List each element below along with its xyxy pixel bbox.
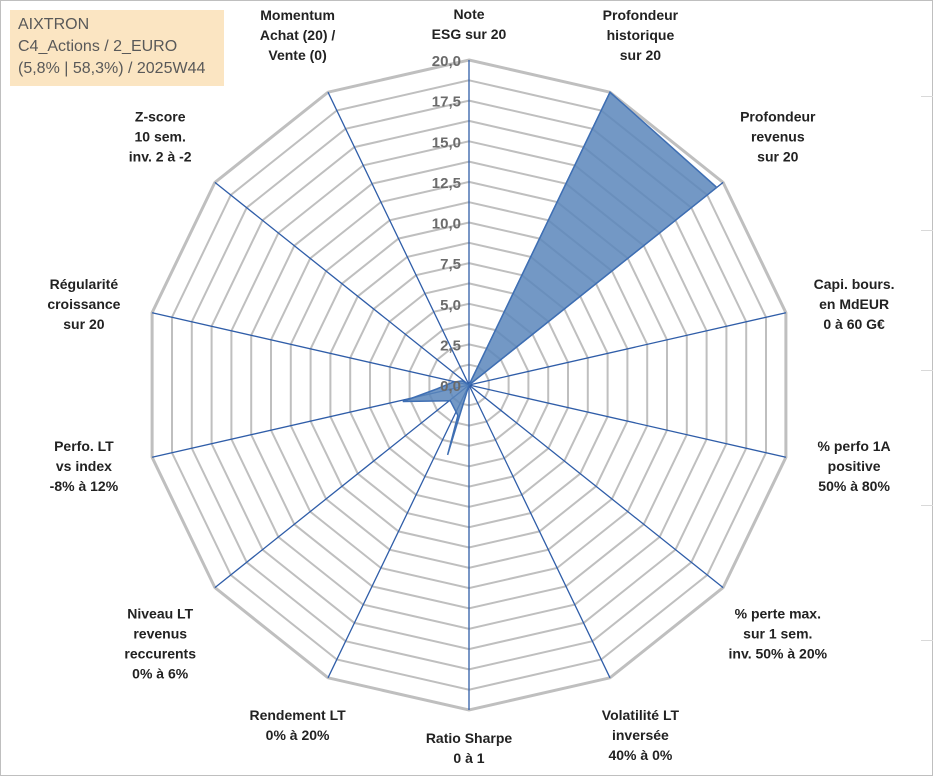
axis-label-line: en MdEUR bbox=[819, 296, 889, 312]
tick-label: 10,0 bbox=[432, 216, 461, 233]
axis-label-line: reccurents bbox=[124, 646, 196, 662]
chart-title-box: AIXTRON C4_Actions / 2_EURO (5,8% | 58,3… bbox=[10, 10, 224, 86]
axis-label: Capi. bours. en MdEUR 0 à 60 G€ bbox=[814, 276, 895, 332]
tick-label: 0,0 bbox=[440, 378, 461, 395]
axis-label-line: croissance bbox=[47, 296, 120, 312]
axis-spoke bbox=[468, 384, 611, 679]
title-line-3: (5,8% | 58,3%) / 2025W44 bbox=[18, 60, 206, 77]
right-edge-rule bbox=[921, 505, 933, 506]
axis-label-line: 0 à 60 G€ bbox=[823, 316, 885, 332]
axis-label: Perfo. LT vs index -8% à 12% bbox=[50, 438, 119, 494]
axis-label-line: sur 20 bbox=[620, 47, 661, 63]
axis-label: Momentum Achat (20) / Vente (0) bbox=[260, 7, 336, 63]
axis-label-line: Note bbox=[453, 6, 484, 22]
axis-label-line: sur 20 bbox=[63, 316, 104, 332]
axis-label-line: ESG sur 20 bbox=[432, 26, 507, 42]
axis-label: Profondeur historique sur 20 bbox=[603, 7, 679, 63]
label-layer: Note ESG sur 20 Profondeur historique sur 20… bbox=[47, 6, 894, 766]
axis-label-line: 0% à 6% bbox=[132, 666, 189, 682]
axis-label-line: Profondeur bbox=[603, 7, 679, 23]
axis-label: Profondeur revenus sur 20 bbox=[740, 108, 816, 164]
axis-label-line: 50% à 80% bbox=[818, 478, 890, 494]
axis-label-line: Vente (0) bbox=[268, 47, 326, 63]
axis-label-line: Profondeur bbox=[740, 108, 816, 124]
tick-label: 15,0 bbox=[432, 134, 461, 151]
axis-label: % perfo 1A positive 50% à 80% bbox=[818, 438, 891, 494]
tick-label: 7,5 bbox=[440, 256, 461, 273]
axis-label-line: historique bbox=[607, 27, 675, 43]
axis-label: Note ESG sur 20 bbox=[432, 6, 507, 42]
axis-label-line: 40% à 0% bbox=[608, 747, 672, 763]
axis-label: Z-score 10 sem. inv. 2 à -2 bbox=[129, 108, 192, 164]
axis-label: Niveau LT revenus reccurents 0% à 6% bbox=[124, 606, 196, 682]
axis-label-line: % perte max. bbox=[735, 606, 821, 622]
axis-label: Régularité croissance sur 20 bbox=[47, 276, 120, 332]
axis-label-line: revenus bbox=[751, 128, 805, 144]
axis-label-line: revenus bbox=[133, 626, 187, 642]
title-line-1: AIXTRON bbox=[18, 16, 90, 33]
axis-label-line: vs index bbox=[56, 458, 112, 474]
axis-label-line: Z-score bbox=[135, 108, 186, 124]
axis-label: Volatilité LT inversée 40% à 0% bbox=[602, 707, 680, 763]
right-edge-rule bbox=[921, 640, 933, 641]
tick-label: 20,0 bbox=[432, 53, 461, 70]
tick-layer: 0,0 2,5 5,0 7,5 10,0 12,5 15,0 17,5 20,0 bbox=[432, 53, 461, 395]
axis-spoke bbox=[214, 181, 470, 386]
axis-label-line: Rendement LT bbox=[249, 707, 346, 723]
tick-label: 17,5 bbox=[432, 94, 461, 111]
axis-label-line: Régularité bbox=[50, 276, 119, 292]
axis-label-line: positive bbox=[828, 458, 881, 474]
axis-label-line: inv. 50% à 20% bbox=[729, 646, 828, 662]
axis-label-line: 10 sem. bbox=[135, 128, 186, 144]
series-layer bbox=[402, 90, 718, 456]
axis-label: Ratio Sharpe 0 à 1 bbox=[426, 730, 513, 766]
axis-label-line: 0 à 1 bbox=[453, 750, 484, 766]
title-line-2: C4_Actions / 2_EURO bbox=[18, 38, 178, 55]
axis-label-line: Capi. bours. bbox=[814, 276, 895, 292]
series-polygon bbox=[402, 90, 718, 456]
right-edge-rule bbox=[921, 370, 933, 371]
axis-spoke bbox=[214, 384, 470, 589]
axis-label-line: Volatilité LT bbox=[602, 707, 680, 723]
axis-label-line: sur 20 bbox=[757, 148, 798, 164]
axis-label-line: Perfo. LT bbox=[54, 438, 114, 454]
axis-label-line: Ratio Sharpe bbox=[426, 730, 513, 746]
axis-spoke bbox=[468, 384, 787, 458]
axis-label: Rendement LT 0% à 20% bbox=[249, 707, 346, 743]
axis-label-line: Niveau LT bbox=[127, 606, 193, 622]
axis-label-line: -8% à 12% bbox=[50, 478, 119, 494]
axis-label-line: Momentum bbox=[260, 7, 335, 23]
axis-label-line: 0% à 20% bbox=[266, 727, 330, 743]
axis-spoke bbox=[327, 384, 470, 679]
axis-label-line: inv. 2 à -2 bbox=[129, 148, 192, 164]
axis-spoke bbox=[468, 312, 787, 386]
right-edge-rule bbox=[921, 230, 933, 231]
axis-spoke bbox=[151, 312, 470, 386]
axis-label: % perte max. sur 1 sem. inv. 50% à 20% bbox=[729, 606, 828, 662]
right-edge-rule bbox=[921, 96, 933, 97]
axis-spoke bbox=[468, 384, 724, 589]
axis-label-line: % perfo 1A bbox=[818, 438, 891, 454]
tick-label: 2,5 bbox=[440, 337, 461, 354]
axis-label-line: inversée bbox=[612, 727, 669, 743]
tick-label: 12,5 bbox=[432, 175, 461, 192]
axis-label-line: sur 1 sem. bbox=[743, 626, 812, 642]
axis-spoke bbox=[327, 91, 470, 386]
axis-label-line: Achat (20) / bbox=[260, 27, 336, 43]
tick-label: 5,0 bbox=[440, 297, 461, 314]
